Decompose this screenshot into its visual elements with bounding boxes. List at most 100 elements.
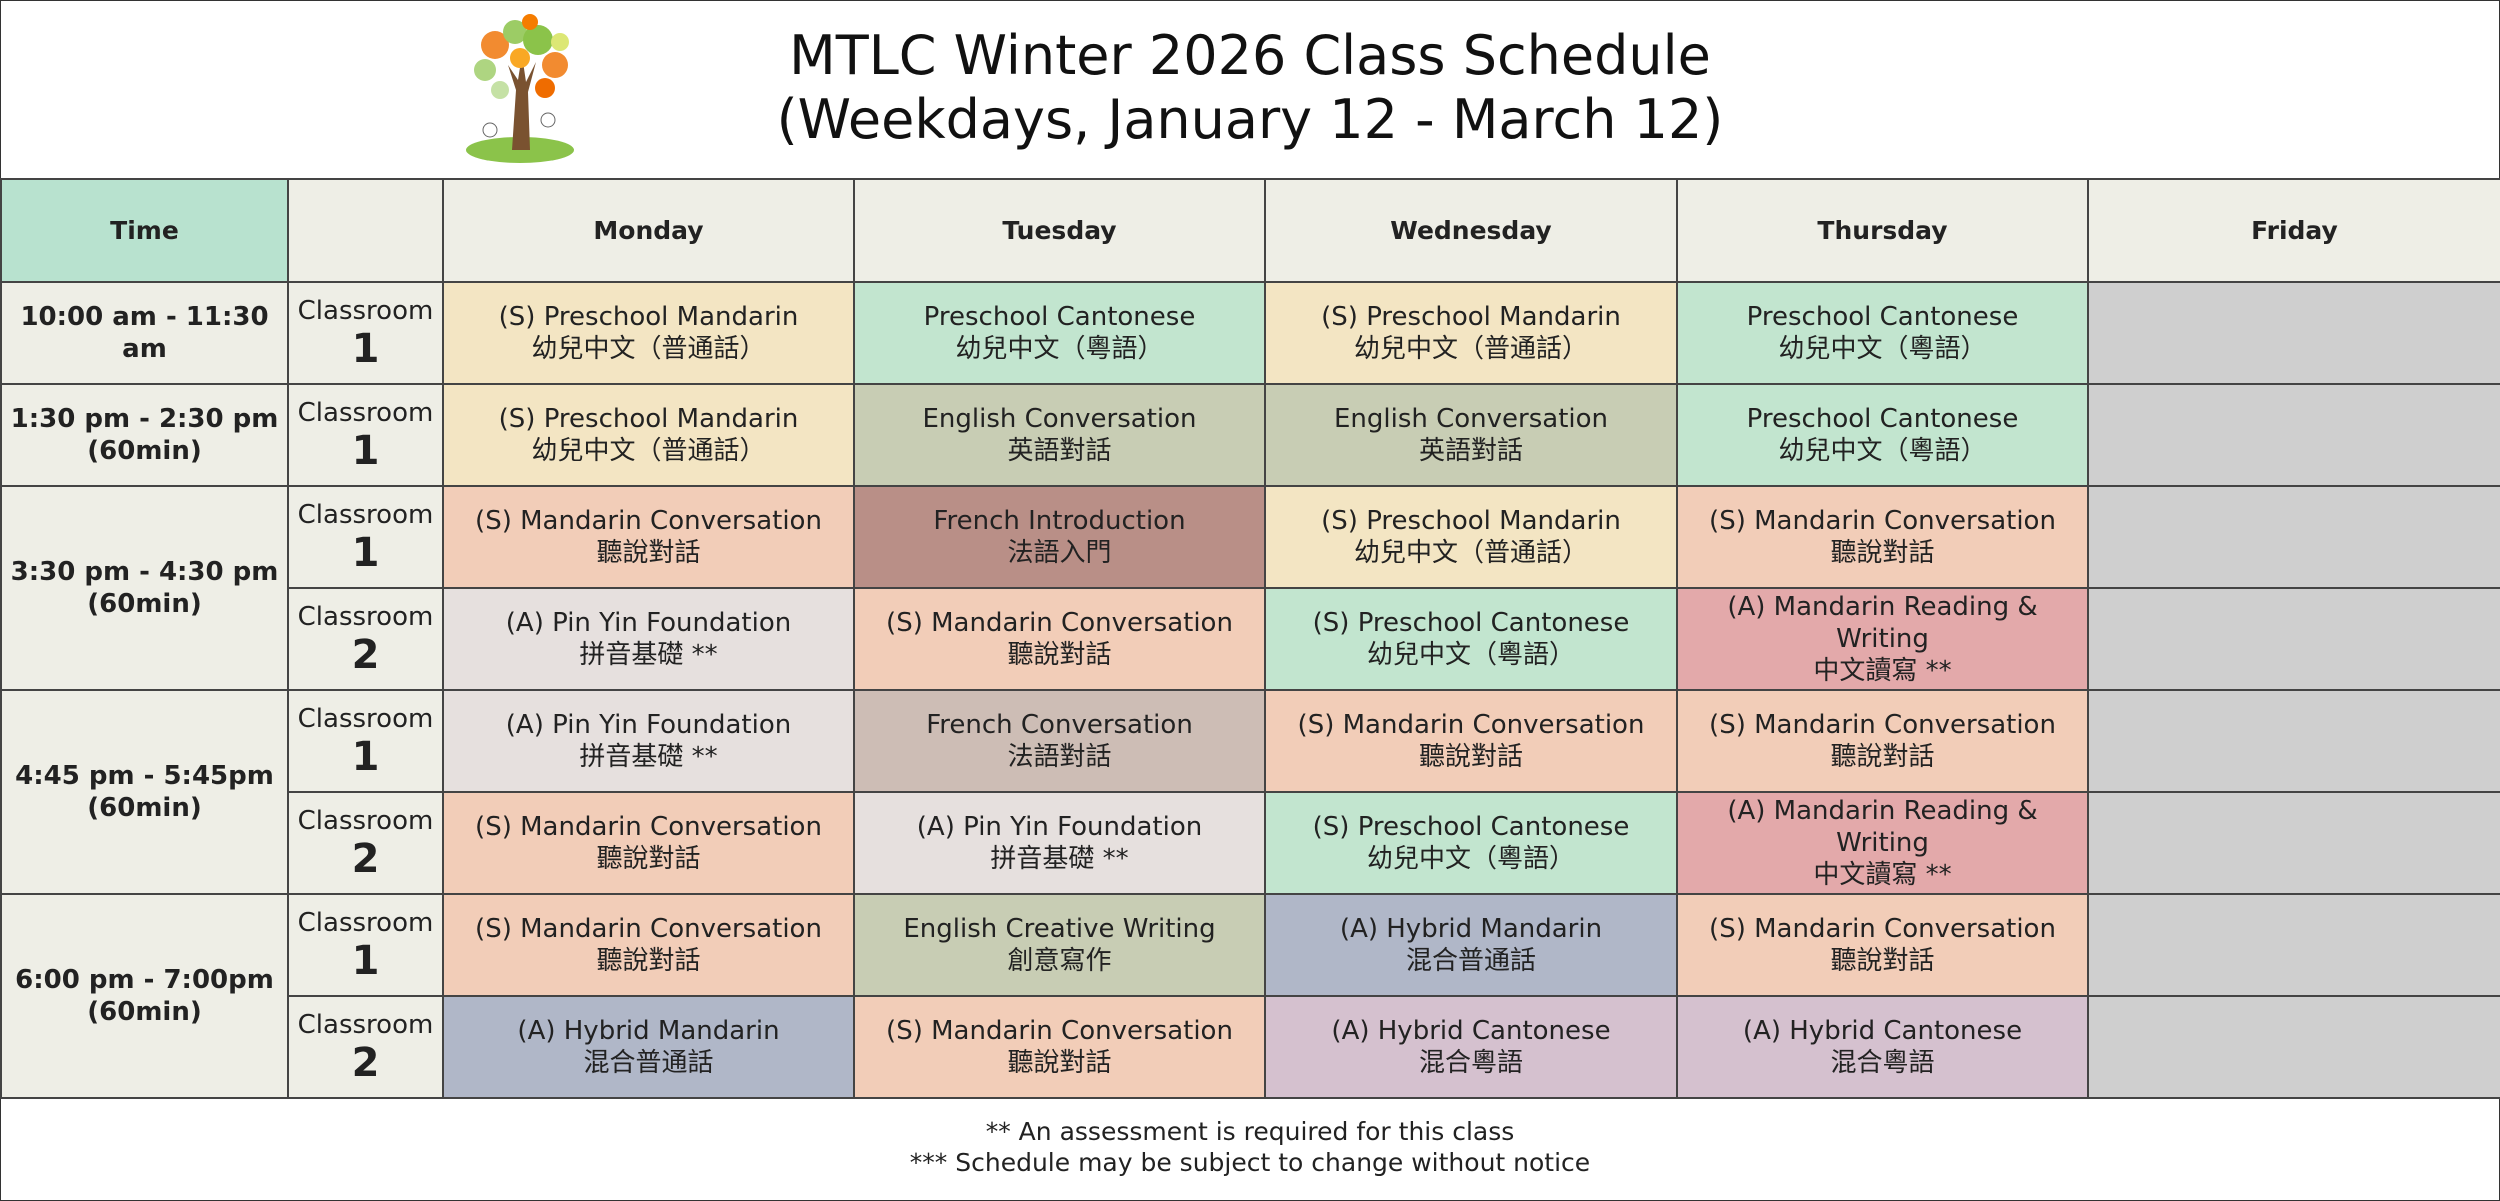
room-label: Classroom [297,500,434,530]
room-label: Classroom [297,1010,434,1040]
class-name-chinese: 幼兒中文（粵語） [955,334,1164,364]
title-line: MTLC Winter 2026 Class Schedule [789,24,1711,87]
room-label: Classroom [297,704,434,734]
room-number: 2 [351,632,380,678]
class-name-chinese: 幼兒中文（普通話） [1353,538,1588,568]
title: MTLC Winter 2026 Class Schedule (Weekdays… [0,24,2500,152]
room-cell: Classroom 1 [287,383,444,487]
room-number: 1 [351,428,380,474]
class-name: English Creative Writing [903,914,1216,944]
class-name-chinese: 拼音基礎 ** [579,640,718,670]
class-name-chinese: 聽說對話 [596,946,701,976]
time-cell: 3:30 pm - 4:30 pm (60min) [0,485,289,691]
class-cell: French Conversation 法語對話 [853,689,1266,793]
empty-cell [2087,689,2500,793]
class-name-chinese: 聽說對話 [1830,946,1935,976]
class-name: (S) Preschool Mandarin [1321,302,1621,332]
class-cell: French Introduction 法語入門 [853,485,1266,589]
class-cell: (S) Mandarin Conversation 聽說對話 [442,893,855,997]
class-name-chinese: 幼兒中文（普通話） [531,334,766,364]
class-name: (S) Preschool Mandarin [1321,506,1621,536]
class-name-chinese: 英語對話 [1007,436,1112,466]
room-cell: Classroom 2 [287,791,444,895]
time-cell: 1:30 pm - 2:30 pm (60min) [0,383,289,487]
class-name-chinese: 拼音基礎 ** [990,844,1129,874]
class-name: (A) Hybrid Cantonese [1331,1016,1611,1046]
schedule-row: 10:00 am - 11:30 am Classroom 1 (S) Prescho… [0,281,2500,385]
class-name: (A) Pin Yin Foundation [505,608,792,638]
class-name-chinese: 混合普通話 [583,1048,714,1078]
room-label: Classroom [297,398,434,428]
class-name: Preschool Cantonese [1746,404,2019,434]
class-name: French Conversation [926,710,1193,740]
class-name-chinese: 聽說對話 [1830,742,1935,772]
empty-cell [2087,281,2500,385]
class-name-chinese: 幼兒中文（粵語） [1778,436,1987,466]
empty-cell [2087,587,2500,691]
room-label: Classroom [297,806,434,836]
class-name-chinese: 聽說對話 [1418,742,1523,772]
class-name: (S) Mandarin Conversation [475,914,822,944]
class-name: English Conversation [922,404,1197,434]
room-label: Classroom [297,602,434,632]
room-label: Classroom [297,296,434,326]
time-text: 6:00 pm - 7:00pm [15,965,274,995]
time-cell: 6:00 pm - 7:00pm (60min) [0,893,289,1099]
schedule-table: Time Monday Tuesday Wednesday Thursday Friday… [0,178,2500,1099]
class-name-chinese: 法語入門 [1007,538,1112,568]
time-text: 1:30 pm - 2:30 pm [10,404,279,434]
class-cell: (A) Pin Yin Foundation 拼音基礎 ** [442,689,855,793]
empty-cell [2087,791,2500,895]
schedule-row: 6:00 pm - 7:00pm (60min) Classroom 1 (S) Man… [0,893,2500,1099]
room-cell: Classroom 1 [287,689,444,793]
room-cell: Classroom 1 [287,893,444,997]
schedule-row: Classroom 2 (A) Pin Yin Foundation 拼音基礎 ** (… [1,587,2500,691]
class-name-chinese: 中文讀寫 ** [1813,656,1952,686]
footnote: *** Schedule may be subject to change wi… [909,1148,1591,1177]
class-cell: (S) Mandarin Conversation 聽說對話 [1676,485,2089,589]
class-cell: (A) Mandarin Reading & Writing 中文讀寫 ** [1676,791,2089,895]
room-label: Classroom [297,908,434,938]
class-cell: Preschool Cantonese 幼兒中文（粵語） [1676,383,2089,487]
class-name: Preschool Cantonese [923,302,1196,332]
class-name: (S) Mandarin Conversation [475,506,822,536]
class-cell: English Conversation 英語對話 [853,383,1266,487]
class-name: (S) Mandarin Conversation [1709,914,2056,944]
class-cell: Preschool Cantonese 幼兒中文（粵語） [853,281,1266,385]
time-cell: 4:45 pm - 5:45pm (60min) [0,689,289,895]
class-name: (S) Mandarin Conversation [475,812,822,842]
room-number: 1 [351,734,380,780]
class-name-chinese: 創意寫作 [1007,946,1112,976]
schedule-row: Classroom 2 (A) Hybrid Mandarin 混合普通話 (S) Ma… [1,995,2500,1099]
schedule-row: 3:30 pm - 4:30 pm (60min) Classroom 1 (S) Ma… [0,485,2500,691]
class-cell: (S) Mandarin Conversation 聽說對話 [442,485,855,589]
room-number: 2 [351,1040,380,1086]
class-name-chinese: 幼兒中文（粵語） [1366,640,1575,670]
class-cell: (S) Mandarin Conversation 聽說對話 [442,791,855,895]
class-cell: (S) Preschool Mandarin 幼兒中文（普通話） [442,383,855,487]
class-name: Preschool Cantonese [1746,302,2019,332]
class-cell: (S) Mandarin Conversation 聽說對話 [853,995,1266,1099]
room-cell: Classroom 2 [287,587,444,691]
time-text: (60min) [87,793,202,823]
class-name-chinese: 聽說對話 [1007,1048,1112,1078]
empty-cell [2087,893,2500,997]
class-name-chinese: 中文讀寫 ** [1813,860,1952,890]
class-name-chinese: 聽說對話 [596,538,701,568]
footnote: ** An assessment is required for this cl… [985,1117,1515,1146]
schedule-row: 4:45 pm - 5:45pm (60min) Classroom 1 (A) Pin… [0,689,2500,895]
class-cell: (S) Preschool Cantonese 幼兒中文（粵語） [1264,791,1678,895]
class-cell: (S) Mandarin Conversation 聽說對話 [853,587,1266,691]
class-name: (S) Preschool Cantonese [1312,608,1630,638]
footer: ** An assessment is required for this cl… [0,1116,2500,1178]
class-name-chinese: 幼兒中文（粵語） [1366,844,1575,874]
schedule-row: 1:30 pm - 2:30 pm (60min) Classroom 1 (S) Pr… [0,383,2500,487]
class-name-chinese: 法語對話 [1007,742,1112,772]
class-cell: (A) Hybrid Mandarin 混合普通話 [1264,893,1678,997]
room-number: 1 [351,530,380,576]
class-name: (S) Preschool Mandarin [498,404,799,434]
class-name-chinese: 混合粵語 [1830,1048,1935,1078]
class-name-chinese: 幼兒中文（粵語） [1778,334,1987,364]
class-name: (S) Mandarin Conversation [1709,506,2056,536]
